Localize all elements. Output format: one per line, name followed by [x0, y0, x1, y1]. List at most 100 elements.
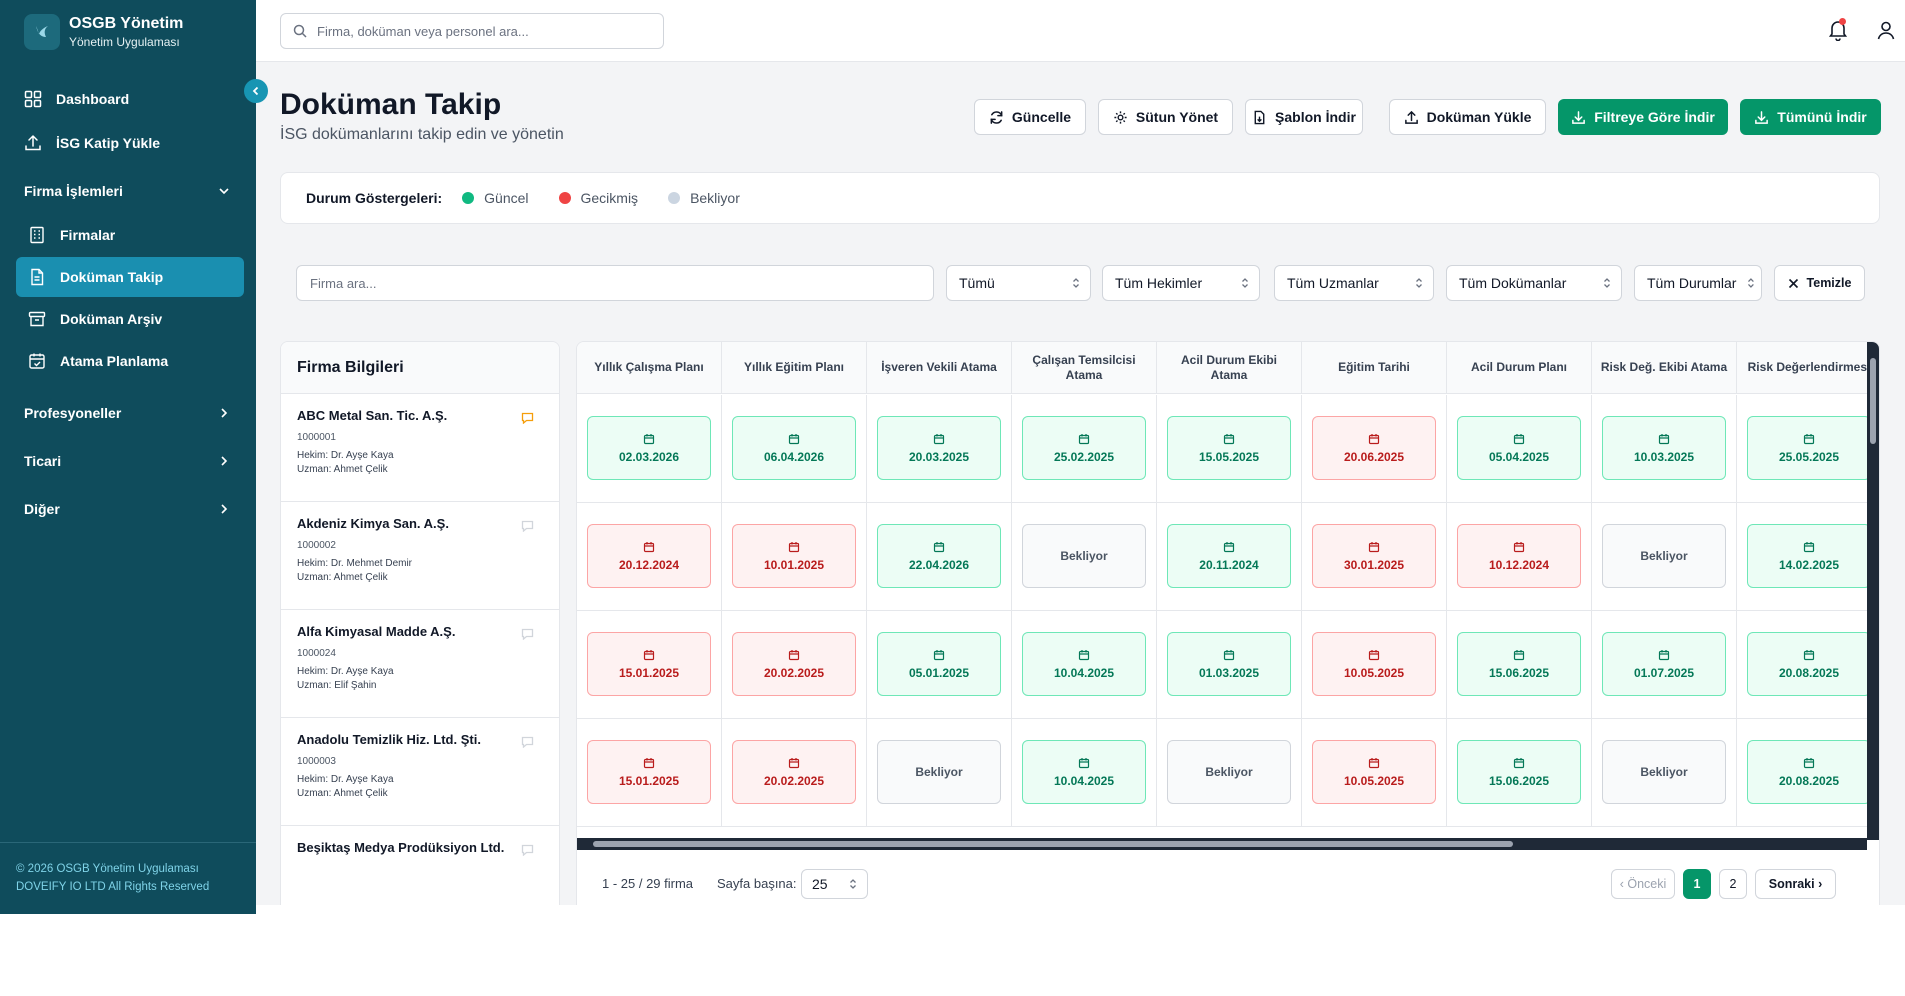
legend-item-label: Gecikmiş: [580, 190, 639, 206]
refresh-button[interactable]: Güncelle: [974, 99, 1086, 135]
pending-chip[interactable]: Bekliyor: [1167, 740, 1291, 804]
status-legend: Durum Göstergeleri: Güncel Gecikmiş Bekl…: [280, 172, 1880, 224]
current-date-chip[interactable]: 20.03.2025: [877, 416, 1001, 480]
current-date-chip[interactable]: 10.04.2025: [1022, 632, 1146, 696]
page-bottom-overflow: [256, 905, 1905, 914]
refresh-icon: [990, 110, 1003, 124]
chip-value: 15.01.2025: [618, 665, 680, 680]
current-date-chip[interactable]: 15.06.2025: [1457, 632, 1581, 696]
sidebar-group-profesyoneller[interactable]: Profesyoneller: [24, 401, 230, 425]
grid-cell: 20.08.2025: [1737, 611, 1879, 718]
download-template-button[interactable]: Şablon İndir: [1245, 99, 1363, 135]
page-button-2[interactable]: 2: [1719, 869, 1747, 899]
firm-search-input[interactable]: Firma ara...: [296, 265, 934, 301]
overdue-date-chip[interactable]: 20.06.2025: [1312, 416, 1436, 480]
firm-row[interactable]: Akdeniz Kimya San. A.Ş. 1000002 Hekim: Dr.…: [281, 502, 559, 610]
overdue-date-chip[interactable]: 20.02.2025: [732, 632, 856, 696]
overdue-date-chip[interactable]: 15.01.2025: [587, 740, 711, 804]
global-search[interactable]: [280, 13, 664, 49]
sidebar-group-firma[interactable]: Firma İşlemleri: [24, 179, 230, 203]
manage-columns-button[interactable]: Sütun Yönet: [1098, 99, 1233, 135]
pending-chip[interactable]: Bekliyor: [1602, 740, 1726, 804]
doctor-select[interactable]: Tüm Hekimler: [1102, 265, 1260, 301]
current-date-chip[interactable]: 22.04.2026: [877, 524, 1001, 588]
status-select[interactable]: Tüm Durumlar: [1634, 265, 1762, 301]
comment-icon[interactable]: [521, 736, 534, 748]
calendar-icon: [643, 433, 655, 444]
overdue-date-chip[interactable]: 30.01.2025: [1312, 524, 1436, 588]
prev-page-button[interactable]: ‹ Önceki: [1611, 869, 1675, 899]
grid-cell: 15.01.2025: [577, 719, 722, 826]
current-date-chip[interactable]: 20.11.2024: [1167, 524, 1291, 588]
current-date-chip[interactable]: 05.01.2025: [877, 632, 1001, 696]
current-date-chip[interactable]: 20.08.2025: [1747, 740, 1871, 804]
overdue-date-chip[interactable]: 10.05.2025: [1312, 740, 1436, 804]
overdue-date-chip[interactable]: 15.01.2025: [587, 632, 711, 696]
download-all-button[interactable]: Tümünü İndir: [1740, 99, 1881, 135]
pending-chip[interactable]: Bekliyor: [1602, 524, 1726, 588]
global-search-input[interactable]: [317, 23, 647, 39]
current-date-chip[interactable]: 14.02.2025: [1747, 524, 1871, 588]
vertical-scroll-thumb[interactable]: [1870, 358, 1876, 444]
comment-icon[interactable]: [521, 520, 534, 532]
current-date-chip[interactable]: 10.04.2025: [1022, 740, 1146, 804]
sidebar-item-atama-planlama[interactable]: Atama Planlama: [16, 341, 244, 381]
current-date-chip[interactable]: 02.03.2026: [587, 416, 711, 480]
clear-filters-button[interactable]: Temizle: [1774, 265, 1865, 301]
overdue-date-chip[interactable]: 20.02.2025: [732, 740, 856, 804]
current-date-chip[interactable]: 20.08.2025: [1747, 632, 1871, 696]
grid-row: 20.12.2024 10.01.2025 22.04.2026 Bekliyor 20…: [577, 503, 1871, 611]
current-date-chip[interactable]: 05.04.2025: [1457, 416, 1581, 480]
category-select[interactable]: Tümü: [946, 265, 1091, 301]
current-date-chip[interactable]: 25.05.2025: [1747, 416, 1871, 480]
sidebar-item-firmalar[interactable]: Firmalar: [16, 215, 244, 255]
sidebar-item-label: Doküman Arşiv: [60, 311, 163, 327]
select-arrows-icon: [1416, 278, 1422, 288]
specialist-select[interactable]: Tüm Uzmanlar: [1274, 265, 1434, 301]
user-icon[interactable]: [1876, 20, 1896, 40]
current-date-chip[interactable]: 01.03.2025: [1167, 632, 1291, 696]
vertical-scrollbar[interactable]: [1867, 342, 1879, 840]
current-date-chip[interactable]: 25.02.2025: [1022, 416, 1146, 480]
sidebar-item-label: Dashboard: [56, 91, 130, 107]
download-filtered-button[interactable]: Filtreye Göre İndir: [1558, 99, 1728, 135]
sidebar-collapse-button[interactable]: [244, 79, 268, 103]
per-page-select[interactable]: 25: [801, 869, 868, 899]
firm-doctor: Hekim: Dr. Ayşe Kaya: [297, 666, 394, 677]
overdue-date-chip[interactable]: 10.12.2024: [1457, 524, 1581, 588]
sidebar-item-dashboard[interactable]: Dashboard: [16, 79, 244, 119]
horizontal-scrollbar[interactable]: [577, 838, 1867, 850]
current-date-chip[interactable]: 10.03.2025: [1602, 416, 1726, 480]
calendar-icon: [1803, 433, 1815, 444]
sidebar-group-ticari[interactable]: Ticari: [24, 449, 230, 473]
next-page-button[interactable]: Sonraki ›: [1755, 869, 1836, 899]
current-date-chip[interactable]: 15.05.2025: [1167, 416, 1291, 480]
firm-row[interactable]: Beşiktaş Medya Prodüksiyon Ltd.: [281, 826, 559, 913]
comment-icon[interactable]: [521, 628, 534, 640]
upload-icon: [25, 134, 41, 151]
sidebar-item-dokuman-arsiv[interactable]: Doküman Arşiv: [16, 299, 244, 339]
upload-document-button[interactable]: Doküman Yükle: [1389, 99, 1546, 135]
brand: OSGB Yönetim Yönetim Uygulaması: [24, 14, 183, 50]
overdue-date-chip[interactable]: 20.12.2024: [587, 524, 711, 588]
document-select[interactable]: Tüm Dokümanlar: [1446, 265, 1622, 301]
current-date-chip[interactable]: 15.06.2025: [1457, 740, 1581, 804]
firm-row[interactable]: Alfa Kimyasal Madde A.Ş. 1000024 Hekim: Dr…: [281, 610, 559, 718]
pending-chip[interactable]: Bekliyor: [877, 740, 1001, 804]
page-button-1[interactable]: 1: [1683, 869, 1711, 899]
pending-chip[interactable]: Bekliyor: [1022, 524, 1146, 588]
firm-row[interactable]: ABC Metal San. Tic. A.Ş. 1000001 Hekim: Dr…: [281, 394, 559, 502]
calendar-icon: [788, 541, 800, 552]
sidebar-group-diger[interactable]: Diğer: [24, 497, 230, 521]
sidebar-item-isg-katip[interactable]: İSG Katip Yükle: [16, 123, 244, 163]
comment-icon[interactable]: [521, 844, 534, 856]
current-date-chip[interactable]: 06.04.2026: [732, 416, 856, 480]
overdue-date-chip[interactable]: 10.05.2025: [1312, 632, 1436, 696]
sidebar-item-dokuman-takip[interactable]: Doküman Takip: [16, 257, 244, 297]
firm-row[interactable]: Anadolu Temizlik Hiz. Ltd. Şti. 1000003 He…: [281, 718, 559, 826]
overdue-date-chip[interactable]: 10.01.2025: [732, 524, 856, 588]
current-date-chip[interactable]: 01.07.2025: [1602, 632, 1726, 696]
comment-icon[interactable]: [521, 412, 534, 424]
grid-cell: 10.12.2024: [1447, 503, 1592, 610]
horizontal-scroll-thumb[interactable]: [593, 841, 1513, 847]
